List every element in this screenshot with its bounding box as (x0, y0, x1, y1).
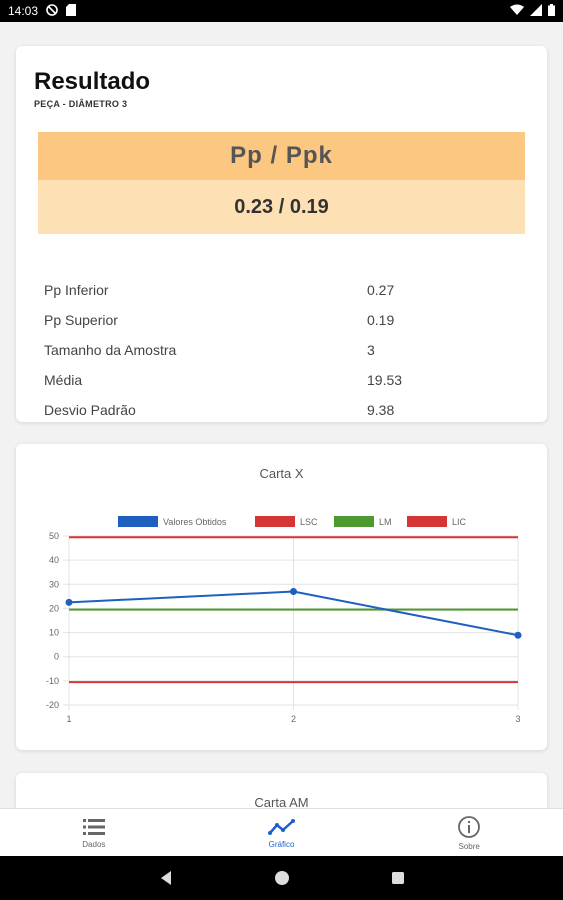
system-nav-bar (0, 856, 563, 900)
stat-row: Tamanho da Amostra 3 (44, 335, 504, 365)
y-tick-label: -20 (46, 700, 59, 710)
nav-label: Dados (82, 839, 106, 849)
data-point (65, 598, 73, 606)
y-tick-label: 10 (49, 628, 59, 638)
signal-icon (530, 3, 542, 19)
y-tick-label: 30 (49, 579, 59, 589)
y-tick-label: 0 (54, 652, 59, 662)
stat-value: 0.19 (367, 312, 395, 328)
stat-row: Pp Inferior 0.27 (44, 275, 504, 305)
recents-icon[interactable] (390, 870, 406, 886)
pp-ppk-box: Pp / Ppk 0.23 / 0.19 (38, 132, 525, 234)
stat-value: 19.53 (367, 372, 403, 388)
y-tick-label: -10 (46, 676, 59, 686)
nav-label: Sobre (458, 841, 480, 851)
home-icon[interactable] (274, 870, 290, 886)
legend-label: LSC (300, 517, 318, 527)
result-card: Resultado PEÇA - DIÂMETRO 3 Pp / Ppk 0.2… (16, 46, 547, 422)
y-tick-label: 40 (49, 555, 59, 565)
no-disturb-icon (46, 3, 58, 19)
bottom-nav: Dados Gráfico Sobre (0, 808, 563, 856)
stat-row: Desvio Padrão 9.38 (44, 395, 504, 425)
legend-swatch (118, 516, 158, 527)
result-title: Resultado (34, 68, 151, 95)
chart-line-icon (267, 818, 295, 835)
stat-value: 0.27 (367, 282, 395, 298)
clock: 14:03 (8, 4, 39, 18)
list-icon (82, 818, 105, 835)
sd-card-icon (66, 3, 77, 19)
legend-label: LIC (452, 517, 467, 527)
legend-swatch (334, 516, 374, 527)
stat-label: Média (44, 372, 83, 388)
nav-label: Gráfico (268, 839, 295, 849)
data-point (290, 588, 297, 596)
nav-item-dados[interactable]: Dados (0, 809, 188, 856)
stat-label: Pp Inferior (44, 282, 109, 298)
chart-title: Carta X (259, 466, 304, 481)
chart-card-x: Carta X 50 40 30 20 10 0 -10 -20 1 2 3 Valores Obti… (16, 444, 547, 750)
stat-label: Desvio Padrão (44, 402, 136, 418)
scroll-content[interactable]: Resultado PEÇA - DIÂMETRO 3 Pp / Ppk 0.2… (0, 22, 563, 808)
x-tick-label: 2 (291, 714, 296, 724)
stat-value: 3 (367, 342, 375, 358)
chart-x-plot: 50 40 30 20 10 0 -10 -20 1 2 3 Valores Obtidos LSC LM… (46, 516, 522, 724)
legend-swatch (255, 516, 295, 527)
pp-ppk-value: 0.23 / 0.19 (38, 180, 525, 234)
result-subtitle: PEÇA - DIÂMETRO 3 (34, 99, 128, 109)
chart-card-am: Carta AM (16, 773, 547, 808)
stat-label: Pp Superior (44, 312, 118, 328)
data-point (514, 631, 522, 639)
nav-item-grafico[interactable]: Gráfico (188, 809, 376, 856)
y-tick-label: 50 (49, 531, 59, 541)
x-tick-label: 1 (66, 714, 71, 724)
legend-swatch (407, 516, 447, 527)
stat-value: 9.38 (367, 402, 395, 418)
status-bar: 14:03 (0, 0, 563, 22)
nav-item-sobre[interactable]: Sobre (375, 809, 563, 856)
x-tick-label: 3 (515, 714, 520, 724)
legend-label: Valores Obtidos (163, 517, 227, 527)
chart-title-am: Carta AM (254, 795, 309, 808)
stat-row: Média 19.53 (44, 365, 504, 395)
wifi-icon (510, 4, 524, 18)
info-icon (458, 815, 481, 838)
battery-icon (548, 3, 555, 19)
pp-ppk-header: Pp / Ppk (38, 132, 525, 180)
stat-label: Tamanho da Amostra (44, 342, 177, 358)
legend-label: LM (379, 517, 392, 527)
stat-row: Pp Superior 0.19 (44, 305, 504, 335)
back-icon[interactable] (158, 870, 174, 886)
stats-list: Pp Inferior 0.27 Pp Superior 0.19 Tamanh… (44, 275, 504, 425)
y-tick-label: 20 (49, 603, 59, 613)
